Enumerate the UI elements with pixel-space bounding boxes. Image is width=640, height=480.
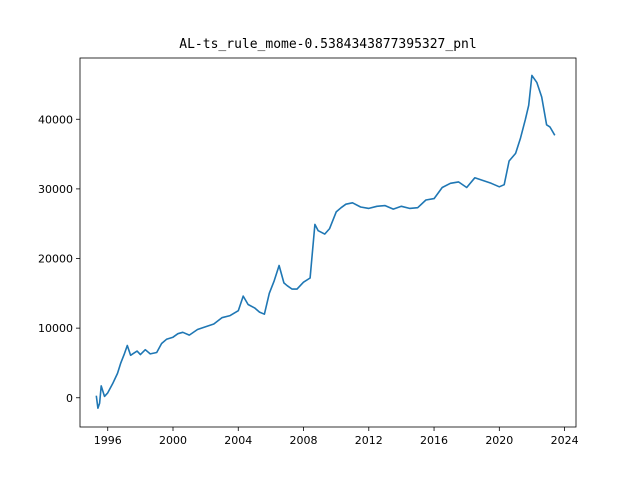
plot-area: 1996 2000 2004 2008 2012 2016 2020 2024 0 10000 20… — [38, 57, 579, 447]
x-tick-label-2024: 2024 — [551, 434, 579, 447]
y-tick-label-10000: 10000 — [38, 322, 73, 335]
x-tick-label-2012: 2012 — [355, 434, 383, 447]
axes-frame — [79, 57, 577, 428]
chart-title: AL-ts_rule_mome-0.5384343877395327_pnl — [179, 37, 476, 52]
x-tick-label-2020: 2020 — [485, 434, 513, 447]
y-tick-label-30000: 30000 — [38, 183, 73, 196]
x-tick-label-2004: 2004 — [224, 434, 252, 447]
x-tick-label-2016: 2016 — [420, 434, 448, 447]
y-tick-label-40000: 40000 — [38, 113, 73, 126]
y-tick-label-20000: 20000 — [38, 253, 73, 266]
x-tick-label-2008: 2008 — [290, 434, 318, 447]
y-tick-label-0: 0 — [66, 392, 73, 405]
series-line-0 — [95, 74, 556, 410]
x-tick-label-1996: 1996 — [94, 434, 122, 447]
x-tick-label-2000: 2000 — [159, 434, 187, 447]
